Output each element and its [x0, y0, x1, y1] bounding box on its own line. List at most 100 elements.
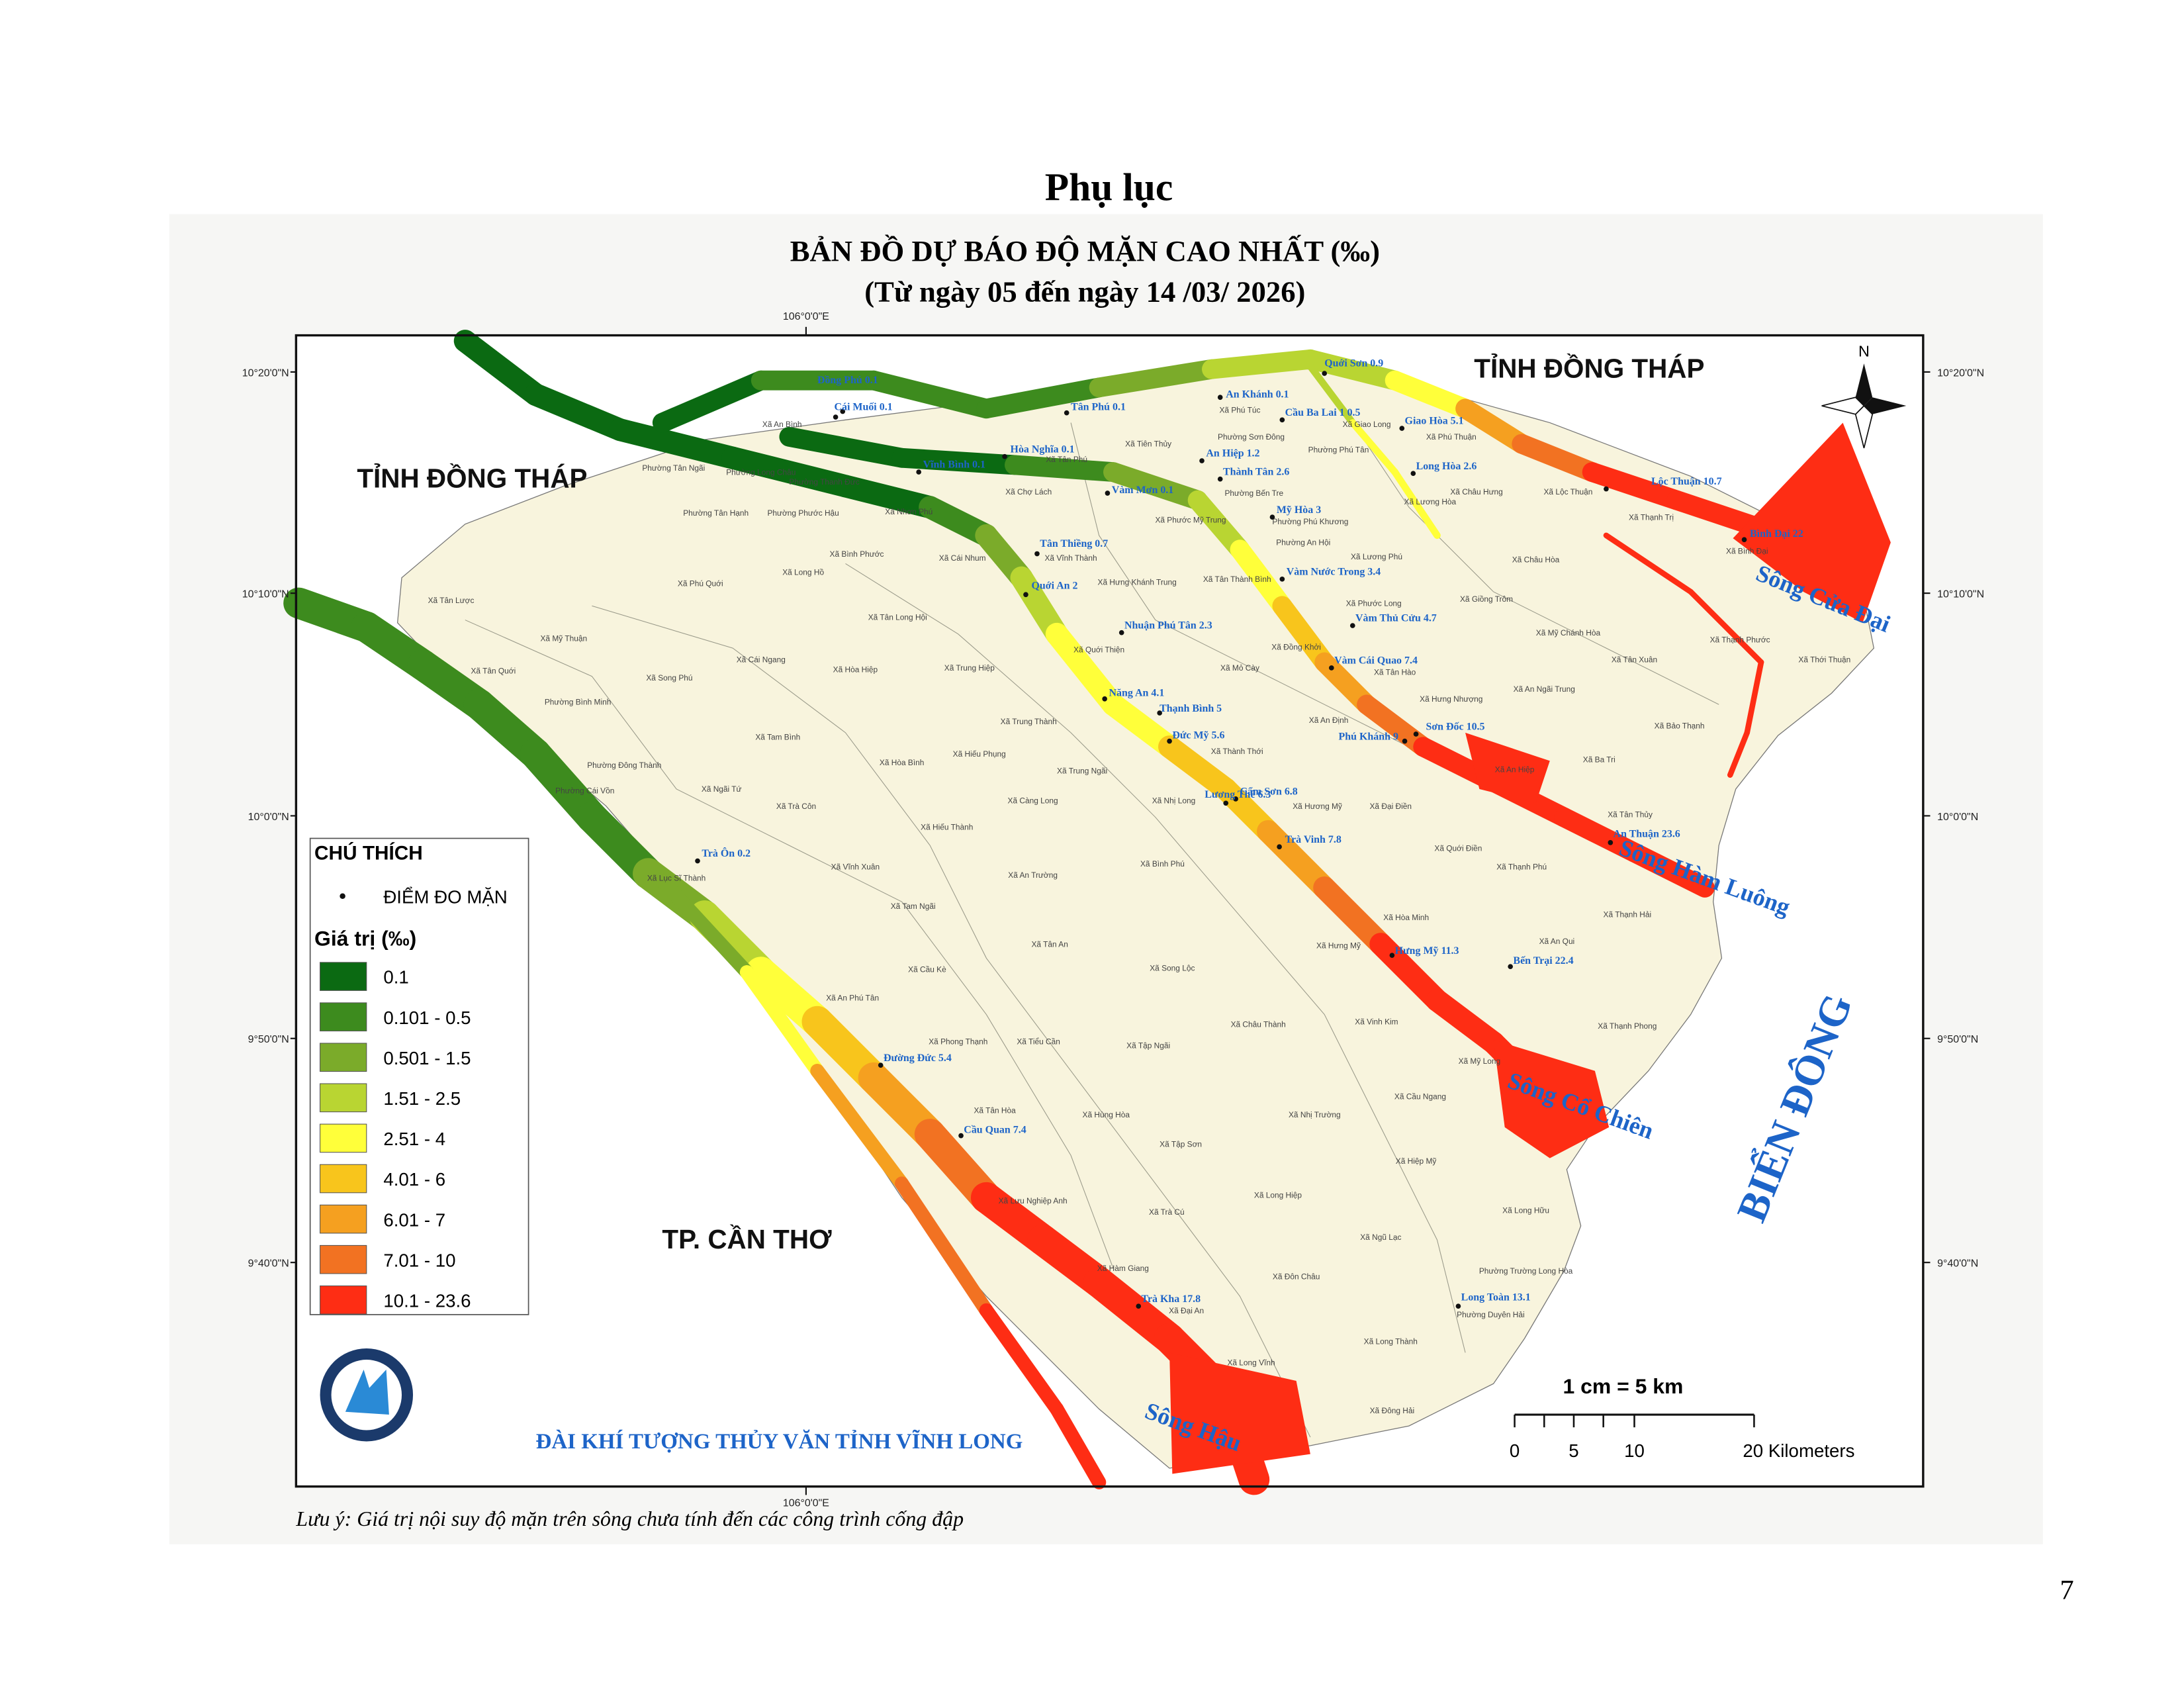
- latitude-label: 10°0'0"N: [248, 812, 289, 823]
- station-point: [1034, 551, 1040, 557]
- river-segment: [1089, 359, 1222, 398]
- commune-label: Xã Hương Mỹ: [1293, 802, 1342, 811]
- commune-label: Xã Cái Nhum: [939, 553, 986, 563]
- station-label: Cầu Ba Lai 1 0.5: [1285, 407, 1361, 418]
- logo: [345, 1369, 389, 1415]
- commune-label: Xã Song Lộc: [1150, 964, 1195, 973]
- boundary: [465, 620, 1114, 1268]
- commune-label: Xã Châu Thành: [1231, 1020, 1286, 1029]
- legend-swatch: [320, 1123, 367, 1153]
- river-segment: [1045, 622, 1124, 716]
- river-segment: [1369, 933, 1449, 1012]
- north-label: N: [1858, 343, 1870, 360]
- commune-label: Xã Tam Ngãi: [891, 902, 936, 911]
- legend-swatch: [320, 1244, 367, 1274]
- station-point: [1277, 844, 1282, 850]
- station-label: Đường Đức 5.4: [884, 1053, 952, 1064]
- commune-label: Xã Tập Ngãi: [1126, 1041, 1170, 1051]
- station-label: Trà Ôn 0.2: [702, 847, 751, 859]
- region-label: TỈNH ĐỒNG THÁP: [357, 463, 587, 493]
- river-segment: [1103, 462, 1208, 510]
- commune-label: Phường Trường Long Hòa: [1479, 1266, 1573, 1276]
- commune-label: Phường Thanh Đức: [789, 477, 859, 487]
- legend-label: 7.01 - 10: [383, 1250, 455, 1270]
- station-point: [1167, 738, 1172, 744]
- legend-swatch: [320, 1083, 367, 1113]
- station-point: [1102, 696, 1107, 702]
- commune-label: Xã Lộc Thuận: [1543, 487, 1592, 496]
- station-point: [1199, 458, 1205, 463]
- commune-label: Xã Cầu Ngang: [1394, 1092, 1446, 1101]
- station-point: [1604, 486, 1609, 492]
- station-point: [1608, 840, 1614, 845]
- commune-label: Xã Tân Thành Bình: [1203, 575, 1271, 584]
- scale-label: 20 Kilometers: [1743, 1440, 1854, 1461]
- commune-label: Xã Thới Thuận: [1798, 655, 1850, 664]
- river-segment: [1603, 532, 1694, 595]
- boundary: [592, 605, 1311, 1438]
- station-label: Vàm Thủ Cửu 4.7: [1355, 613, 1437, 624]
- river-segment: [1257, 820, 1336, 900]
- river-segment: [1158, 735, 1238, 801]
- river-segment: [1744, 659, 1764, 736]
- commune-label: Xã Trà Cú: [1149, 1207, 1185, 1217]
- station-point: [1064, 410, 1069, 416]
- legend-label: 4.01 - 6: [383, 1169, 445, 1190]
- scale-ratio: 1 cm = 5 km: [1563, 1374, 1684, 1398]
- river-segment: [1385, 370, 1475, 419]
- station-point: [1329, 665, 1334, 671]
- station-point: [1223, 800, 1229, 806]
- commune-label: Phường Cái Vồn: [555, 786, 614, 795]
- legend-swatch: [320, 1164, 367, 1194]
- commune-label: Xã Hòa Hiệp: [833, 665, 878, 674]
- station-label: Lộc Thuận 10.7: [1651, 476, 1722, 487]
- commune-label: Phường Long Châu: [726, 467, 796, 477]
- commune-label: Xã Bảo Thạnh: [1655, 721, 1705, 730]
- latitude-label: 10°10'0"N: [242, 589, 289, 600]
- estuary: [1465, 732, 1550, 804]
- commune-label: Xã Đông Hải: [1370, 1406, 1415, 1415]
- commune-label: Xã An Trường: [1008, 870, 1058, 880]
- commune-label: Xã Ngũ Lạc: [1360, 1233, 1401, 1242]
- commune-label: Xã Bình Phú: [1140, 859, 1185, 868]
- commune-label: Xã Trung Hiệp: [944, 663, 995, 673]
- latitude-label: 9°40'0"N: [1937, 1258, 1978, 1270]
- station-point: [1402, 738, 1408, 744]
- commune-label: Xã Châu Hưng: [1450, 487, 1502, 496]
- commune-label: Phường Bến Tre: [1224, 489, 1283, 498]
- station-label: Bến Trại 22.4: [1513, 955, 1573, 966]
- commune-label: Xã Mỹ Thuận: [540, 633, 587, 643]
- legend-swatch: [320, 1204, 367, 1234]
- commune-label: Xã Lưu Nghiệp Anh: [999, 1196, 1068, 1205]
- commune-label: Xã Nhị Trường: [1289, 1110, 1341, 1119]
- river-segment: [1582, 462, 1687, 510]
- commune-label: Xã Tiên Thủy: [1125, 440, 1171, 449]
- station-point: [1023, 592, 1028, 598]
- station-label: Sơn Đốc 10.5: [1426, 722, 1484, 733]
- river-segment: [524, 383, 631, 442]
- river-segment: [1050, 1401, 1107, 1489]
- commune-label: Xã Phước Mỹ Trung: [1155, 516, 1226, 525]
- commune-label: Xã Tân Hào: [1374, 668, 1416, 677]
- commune-label: Xã Hiếu Thành: [921, 823, 973, 832]
- river-segment: [779, 426, 912, 468]
- commune-label: Xã Tân Long Hội: [868, 613, 927, 622]
- commune-label: Xã Quới Điền: [1434, 844, 1482, 853]
- river-segment: [1313, 876, 1392, 956]
- legend-point: [340, 893, 345, 900]
- commune-label: Xã Tân Phú: [1046, 455, 1087, 464]
- station-label: An Thuận 23.6: [1614, 828, 1680, 839]
- scale-label: 0: [1510, 1440, 1520, 1461]
- station-label: Quới Sơn 0.9: [1324, 357, 1383, 369]
- commune-label: Xã Hưng Khánh Trung: [1098, 577, 1177, 586]
- commune-label: Xã Giồng Trôm: [1460, 594, 1513, 604]
- latitude-label: 10°20'0"N: [1937, 367, 1984, 379]
- map-content: Xã An Bình Phường Tân Ngãi Phường Long Châ…: [283, 330, 1907, 1495]
- station-point: [1322, 371, 1328, 376]
- river-segment: [1300, 349, 1405, 391]
- station-point: [1279, 577, 1285, 582]
- station-label: Năng An 4.1: [1109, 688, 1165, 699]
- commune-label: Phường Đông Thành: [587, 761, 661, 770]
- station-label: Trà Vinh 7.8: [1285, 834, 1342, 845]
- river-segment: [1187, 490, 1250, 560]
